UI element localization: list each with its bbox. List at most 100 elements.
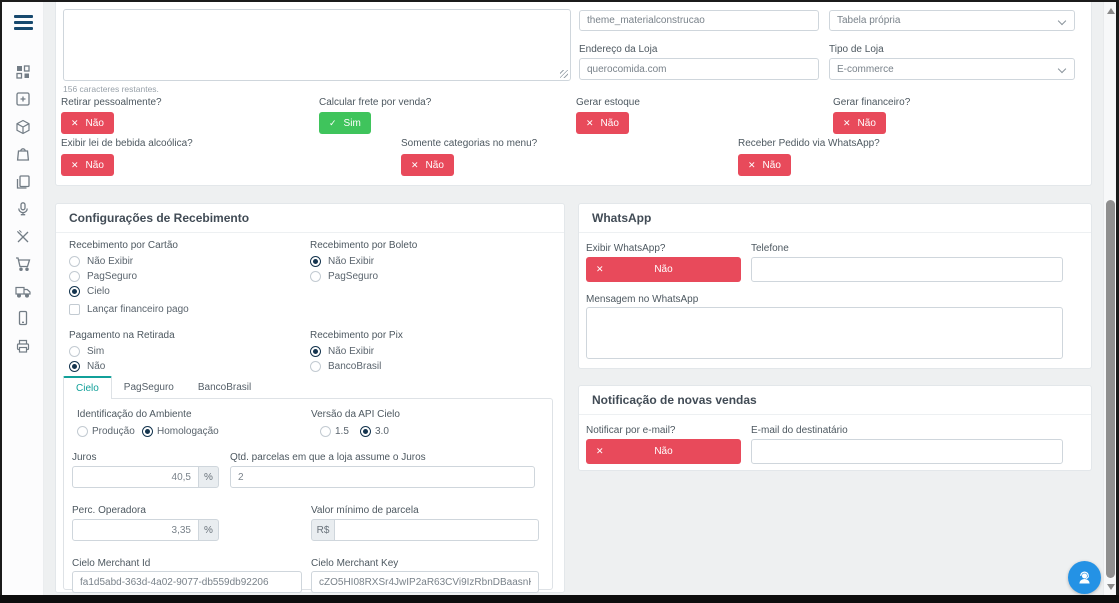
valor-minimo-currency-addon: R$ — [311, 519, 335, 541]
api-option-label: 1.5 — [335, 426, 349, 437]
tab-cielo[interactable]: Cielo — [63, 376, 112, 399]
store-type-label: Tipo de Loja — [829, 44, 884, 55]
delivery-truck-icon[interactable] — [15, 283, 31, 299]
bebida-toggle-button[interactable]: ✕ Não — [61, 154, 114, 176]
tab-pagseguro[interactable]: PagSeguro — [123, 382, 174, 393]
store-type-select[interactable]: E-commerce — [829, 58, 1075, 80]
boleto-option-nao-exibir-radio[interactable] — [310, 256, 321, 267]
boleto-option-pagseguro-radio[interactable] — [310, 271, 321, 282]
telefone-input[interactable] — [751, 257, 1063, 282]
support-chat-button[interactable] — [1068, 561, 1101, 594]
card-option-cielo-radio[interactable] — [69, 286, 80, 297]
card-option-label: PagSeguro — [87, 271, 138, 282]
vertical-scrollbar[interactable] — [1103, 2, 1116, 595]
parcelas-label: Qtd. parcelas em que a loja assume o Jur… — [230, 452, 426, 463]
mobile-icon[interactable] — [15, 310, 31, 326]
retirar-toggle-button[interactable]: ✕ Não — [61, 112, 114, 134]
perc-operadora-label: Perc. Operadora — [72, 505, 146, 516]
chevron-down-icon — [1057, 16, 1067, 26]
headset-person-icon — [1079, 571, 1090, 584]
retirada-label: Pagamento na Retirada — [69, 330, 175, 341]
categorias-toggle-button[interactable]: ✕ Não — [401, 154, 454, 176]
merchant-id-input[interactable] — [72, 571, 302, 593]
email-destinatario-input[interactable] — [751, 439, 1063, 464]
scroll-up-icon[interactable] — [1107, 8, 1115, 14]
close-icon: ✕ — [748, 159, 756, 170]
pix-bancobrasil-radio[interactable] — [310, 361, 321, 372]
juros-input[interactable] — [72, 466, 199, 488]
estoque-label: Gerar estoque — [576, 97, 640, 108]
ambiente-option-label: Homologação — [157, 426, 219, 437]
dashboard-icon[interactable] — [15, 64, 31, 80]
api-15-radio[interactable] — [320, 426, 331, 437]
estoque-toggle-button[interactable]: ✕ Não — [576, 112, 629, 134]
merchant-key-label: Cielo Merchant Key — [311, 558, 399, 569]
financeiro-toggle-button[interactable]: ✕ Não — [833, 112, 886, 134]
close-icon: ✕ — [71, 117, 79, 128]
api-version-label: Versão da API Cielo — [311, 409, 400, 420]
exibir-whatsapp-toggle-button[interactable]: ✕ Não — [586, 257, 741, 282]
perc-operadora-input[interactable] — [72, 519, 199, 541]
whatsapp-panel: WhatsApp Exibir WhatsApp? ✕ Não Telefone… — [578, 203, 1092, 369]
lancar-financeiro-checkbox[interactable] — [69, 304, 80, 315]
ambiente-producao-radio[interactable] — [77, 426, 88, 437]
chevron-down-icon — [1057, 64, 1067, 74]
card-payment-label: Recebimento por Cartão — [69, 240, 178, 251]
tab-bancobrasil[interactable]: BancoBrasil — [197, 382, 252, 393]
package-icon[interactable] — [15, 119, 31, 135]
utensils-icon[interactable] — [15, 229, 31, 245]
frete-label: Calcular frete por venda? — [319, 97, 432, 108]
card-option-nao-exibir-radio[interactable] — [69, 256, 80, 267]
scrollbar-thumb[interactable] — [1106, 200, 1115, 578]
notificar-email-label: Notificar por e-mail? — [586, 425, 676, 436]
receiving-settings-panel: Configurações de Recebimento Recebimento… — [55, 203, 565, 593]
shopping-bag-icon[interactable] — [15, 146, 31, 162]
pix-option-label: BancoBrasil — [328, 361, 382, 372]
address-label: Endereço da Loja — [579, 44, 658, 55]
retirada-option-label: Sim — [87, 346, 105, 357]
card-option-label: Cielo — [87, 286, 110, 297]
pages-icon[interactable] — [15, 174, 31, 190]
parcelas-input[interactable] — [230, 466, 535, 488]
valor-minimo-input[interactable] — [334, 519, 539, 541]
categorias-label: Somente categorias no menu? — [401, 138, 538, 149]
frete-toggle-button[interactable]: ✓ Sim — [319, 112, 371, 134]
notificar-email-toggle-button[interactable]: ✕ Não — [586, 439, 741, 464]
retirada-sim-radio[interactable] — [69, 346, 80, 357]
description-textarea[interactable] — [63, 9, 571, 81]
store-add-icon[interactable] — [15, 91, 31, 107]
chars-remaining: 156 caracteres restantes. — [63, 84, 159, 94]
api-30-radio[interactable] — [360, 426, 371, 437]
window-border-top — [0, 0, 1119, 2]
financeiro-label: Gerar financeiro? — [833, 97, 911, 108]
retirar-label: Retirar pessoalmente? — [61, 97, 162, 108]
mensagem-whatsapp-textarea[interactable] — [586, 307, 1063, 359]
bebida-label: Exibir lei de bebida alcoólica? — [61, 138, 193, 149]
merchant-id-label: Cielo Merchant Id — [72, 558, 151, 569]
exibir-whatsapp-label: Exibir WhatsApp? — [586, 243, 666, 254]
theme-input[interactable] — [579, 10, 819, 31]
pix-nao-exibir-radio[interactable] — [310, 346, 321, 357]
merchant-key-input[interactable] — [311, 571, 539, 593]
scroll-down-icon[interactable] — [1107, 584, 1115, 590]
perc-operadora-percent-addon: % — [198, 519, 219, 541]
menu-icon[interactable] — [14, 15, 33, 33]
address-input[interactable] — [579, 58, 819, 80]
email-destinatario-label: E-mail do destinatário — [751, 425, 848, 436]
boleto-option-label: PagSeguro — [328, 271, 379, 282]
retirada-nao-radio[interactable] — [69, 361, 80, 372]
printer-icon[interactable] — [15, 338, 31, 354]
price-table-value: Tabela própria — [837, 15, 901, 26]
api-option-label: 3.0 — [375, 426, 389, 437]
card-option-pagseguro-radio[interactable] — [69, 271, 80, 282]
cart-icon[interactable] — [15, 256, 31, 272]
ambiente-homologacao-radio[interactable] — [142, 426, 153, 437]
receiving-panel-title: Configurações de Recebimento — [56, 204, 564, 233]
whatsapp-pedido-toggle-button[interactable]: ✕ Não — [738, 154, 791, 176]
retirada-option-label: Não — [87, 361, 106, 372]
close-icon: ✕ — [71, 159, 79, 170]
boleto-label: Recebimento por Boleto — [310, 240, 418, 251]
resize-handle[interactable] — [560, 70, 568, 78]
price-table-select[interactable]: Tabela própria — [829, 10, 1075, 31]
microphone-icon[interactable] — [15, 201, 31, 217]
